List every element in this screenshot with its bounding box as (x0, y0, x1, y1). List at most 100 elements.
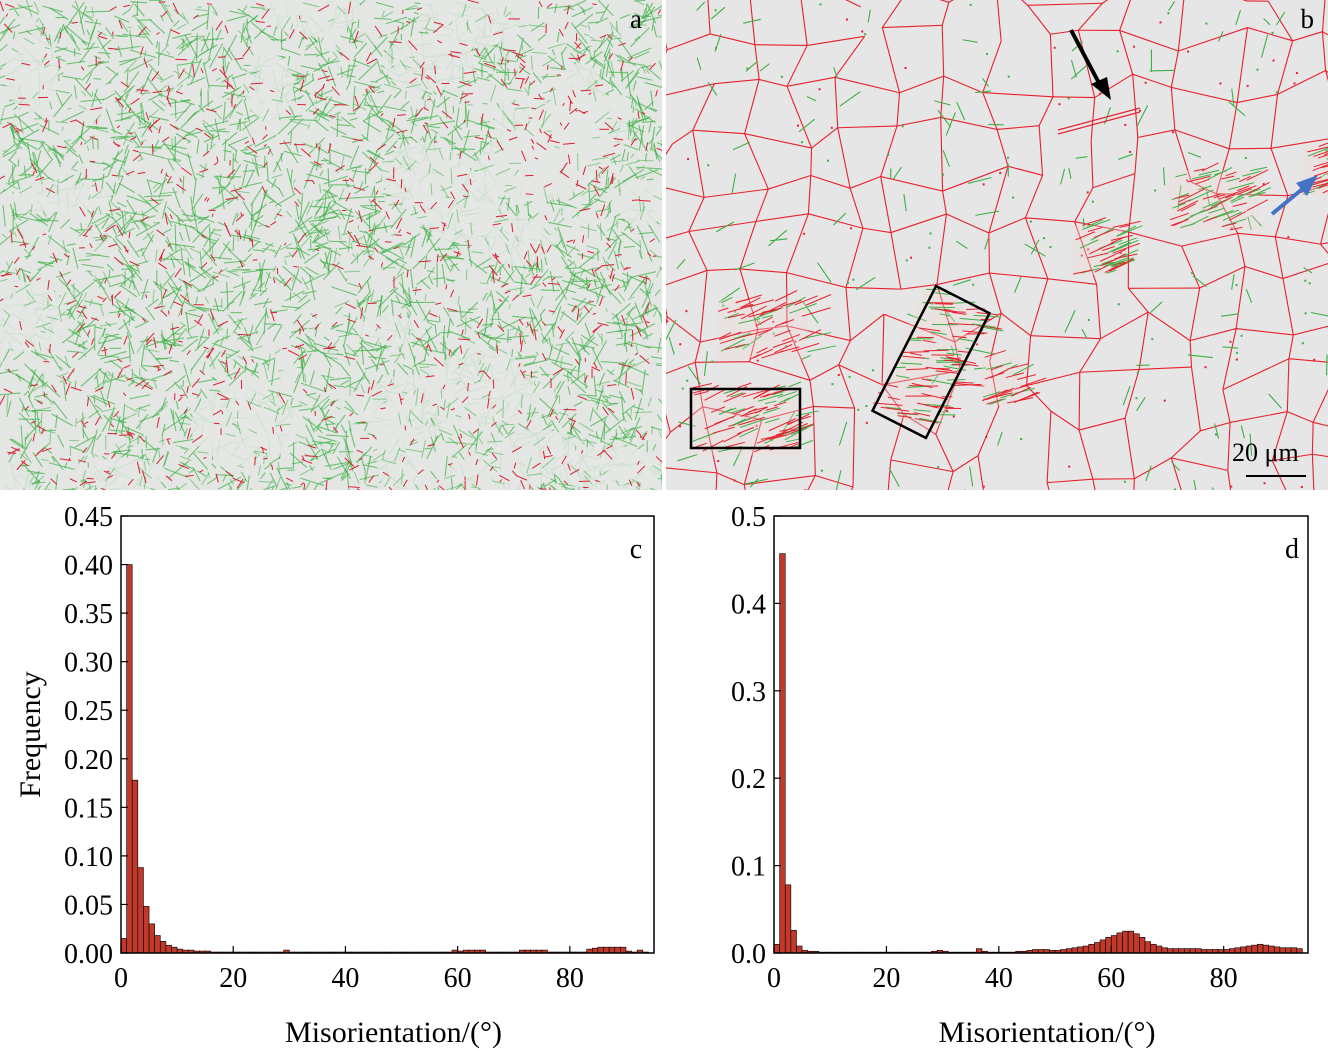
bar (137, 867, 144, 954)
bar (614, 946, 621, 954)
x-axis-label: Misorientation/(°) (939, 1016, 1156, 1049)
bar (620, 946, 627, 954)
y-tick-label: 0.4 (731, 589, 766, 620)
y-tick-label: 0.15 (64, 793, 113, 824)
y-tick-label: 0.0 (731, 939, 766, 970)
high-angle-boundaries (0, 0, 662, 490)
scale-bar-label: 20 μm (1232, 438, 1299, 467)
y-tick-label: 0.05 (64, 890, 113, 921)
x-tick-label: 40 (331, 963, 359, 994)
twin-colony-4 (1169, 162, 1272, 231)
bar (1285, 947, 1292, 954)
bar (796, 945, 803, 954)
x-tick-label: 60 (444, 963, 472, 994)
bar (597, 946, 604, 954)
scattered-points (666, 3, 1316, 490)
x-tick-label: 80 (1210, 963, 1238, 994)
bar (171, 946, 178, 954)
bar (1150, 943, 1157, 954)
twin-colony-6 (1303, 142, 1328, 196)
bar (1251, 944, 1258, 954)
twin-colony-5 (1072, 217, 1143, 275)
y-tick-label: 0.25 (64, 696, 113, 727)
highlight-box-2 (870, 284, 992, 440)
x-tick-label: 20 (219, 963, 247, 994)
y-tick-label: 0.2 (731, 764, 766, 795)
bar (608, 946, 616, 954)
bar (1268, 945, 1275, 954)
y-tick-label: 0.20 (64, 745, 113, 776)
bar (1105, 936, 1112, 954)
grain-boundary-map-b: b 20 μm (666, 0, 1328, 490)
bar (1257, 943, 1264, 954)
bar (154, 935, 161, 954)
x-tick-label: 0 (767, 963, 781, 994)
y-tick-label: 0.5 (731, 502, 766, 533)
x-tick-label: 20 (872, 963, 900, 994)
blue-arrow (1270, 175, 1318, 216)
bar (143, 906, 150, 954)
boundary-network-b (666, 0, 1328, 490)
bar (1071, 947, 1078, 954)
bar (1099, 939, 1106, 954)
bar (1290, 947, 1298, 954)
black-arrow (1069, 29, 1111, 100)
bar (1094, 942, 1101, 954)
bars (773, 553, 1303, 954)
twin-colony-3 (871, 286, 1004, 434)
bar (790, 929, 797, 954)
y-tick-label: 0.35 (64, 599, 113, 630)
bar (1155, 945, 1163, 954)
bar (159, 941, 167, 954)
boundary-network-a (0, 0, 662, 490)
twin-colony-7 (981, 349, 1047, 406)
bar (165, 944, 172, 954)
panel-letter-a: a (630, 4, 642, 34)
bar (1133, 933, 1140, 954)
twin-colony-2 (717, 290, 837, 361)
bar (1279, 947, 1286, 954)
bar (1077, 946, 1084, 954)
bar (1122, 930, 1129, 954)
bar (1139, 936, 1146, 954)
misorientation-histograms: 0 20 40 60 800.000.050.100.150.200.250.300.3… (14, 502, 1309, 1049)
y-tick-label: 0.45 (64, 502, 113, 533)
bar (1144, 941, 1151, 954)
grain-boundary-map-a: a (0, 0, 662, 490)
bar (1116, 932, 1123, 954)
twin-colony-1 (690, 381, 819, 455)
y-axis-label: Frequency (14, 671, 47, 798)
y-tick-label: 0.3 (731, 677, 766, 708)
bar (1234, 947, 1241, 954)
bar (603, 946, 610, 954)
bar (1127, 930, 1135, 954)
bar (148, 923, 155, 954)
bar (1262, 944, 1269, 954)
panel-letter-c: c (630, 534, 642, 565)
y-tick-label: 0.10 (64, 842, 113, 873)
x-tick-label: 40 (985, 963, 1013, 994)
bar (773, 943, 780, 954)
x-tick-label: 60 (1097, 963, 1125, 994)
y-tick-label: 0.30 (64, 648, 113, 679)
bar (1082, 945, 1090, 954)
plot-frame (773, 515, 1309, 954)
low-angle-segments (666, 1, 1328, 490)
bar (1110, 935, 1118, 954)
twin-lamella (1057, 107, 1141, 131)
grain-boundaries (666, 0, 1328, 490)
highlight-box-1 (689, 387, 802, 450)
bar (1161, 947, 1168, 954)
bar (1240, 946, 1247, 954)
panel-letter-b: b (1300, 4, 1315, 34)
y-tick-label: 0.00 (64, 939, 113, 970)
x-tick-label: 0 (114, 963, 128, 994)
bar (779, 553, 786, 954)
bar (131, 779, 139, 954)
y-tick-label: 0.40 (64, 551, 113, 582)
x-axis-label: Misorientation/(°) (285, 1016, 502, 1049)
bar (1245, 945, 1253, 954)
y-tick-label: 0.1 (731, 852, 766, 883)
bars (120, 564, 649, 954)
chart-c: 0 20 40 60 80 0.00 0.05 0.10 0.15 0.20 0.25 0.30 0.3… (14, 502, 655, 1049)
